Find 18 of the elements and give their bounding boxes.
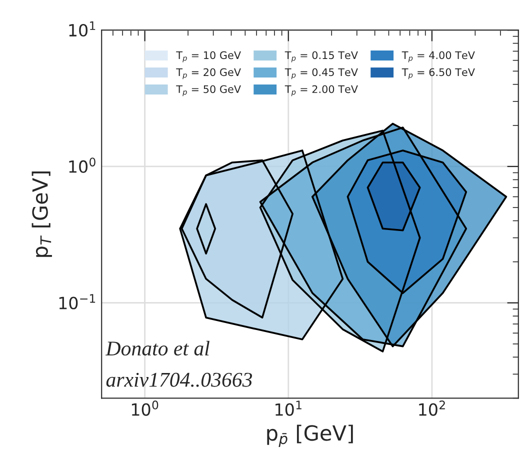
y-tick-label: 10$^{0}$ [69, 158, 96, 173]
x-tick-label: 10$^{2}$ [419, 400, 445, 416]
x-tick-label: 10$^{0}$ [132, 400, 158, 416]
legend-label: T$_{p}$ = 0.15 TeV [284, 51, 358, 62]
legend-label: T$_{p}$ = 2.00 TeV [284, 85, 358, 96]
legend-label: T$_{p}$ = 10 GeV [176, 51, 241, 62]
x-axis-title: p$_{p̄}$ [GeV] [267, 424, 353, 448]
x-tick-label: 10$^{1}$ [276, 400, 302, 416]
legend-label: T$_{p}$ = 20 GeV [176, 68, 241, 80]
annotation: arxiv1704..03663 [106, 372, 252, 387]
legend-label: T$_{p}$ = 50 GeV [176, 85, 241, 96]
legend-label: T$_{p}$ = 4.00 TeV [402, 51, 475, 62]
y-tick-label: 10$^{1}$ [69, 21, 96, 37]
legend-label: T$_{p}$ = 6.50 TeV [402, 68, 475, 80]
y-axis-title: p$_{T}$ [GeV] [32, 172, 52, 257]
y-tick-label: 10$^{−1}$ [59, 294, 96, 310]
legend-label: T$_{p}$ = 0.45 TeV [284, 68, 358, 80]
annotation: Donato et al [106, 340, 210, 356]
